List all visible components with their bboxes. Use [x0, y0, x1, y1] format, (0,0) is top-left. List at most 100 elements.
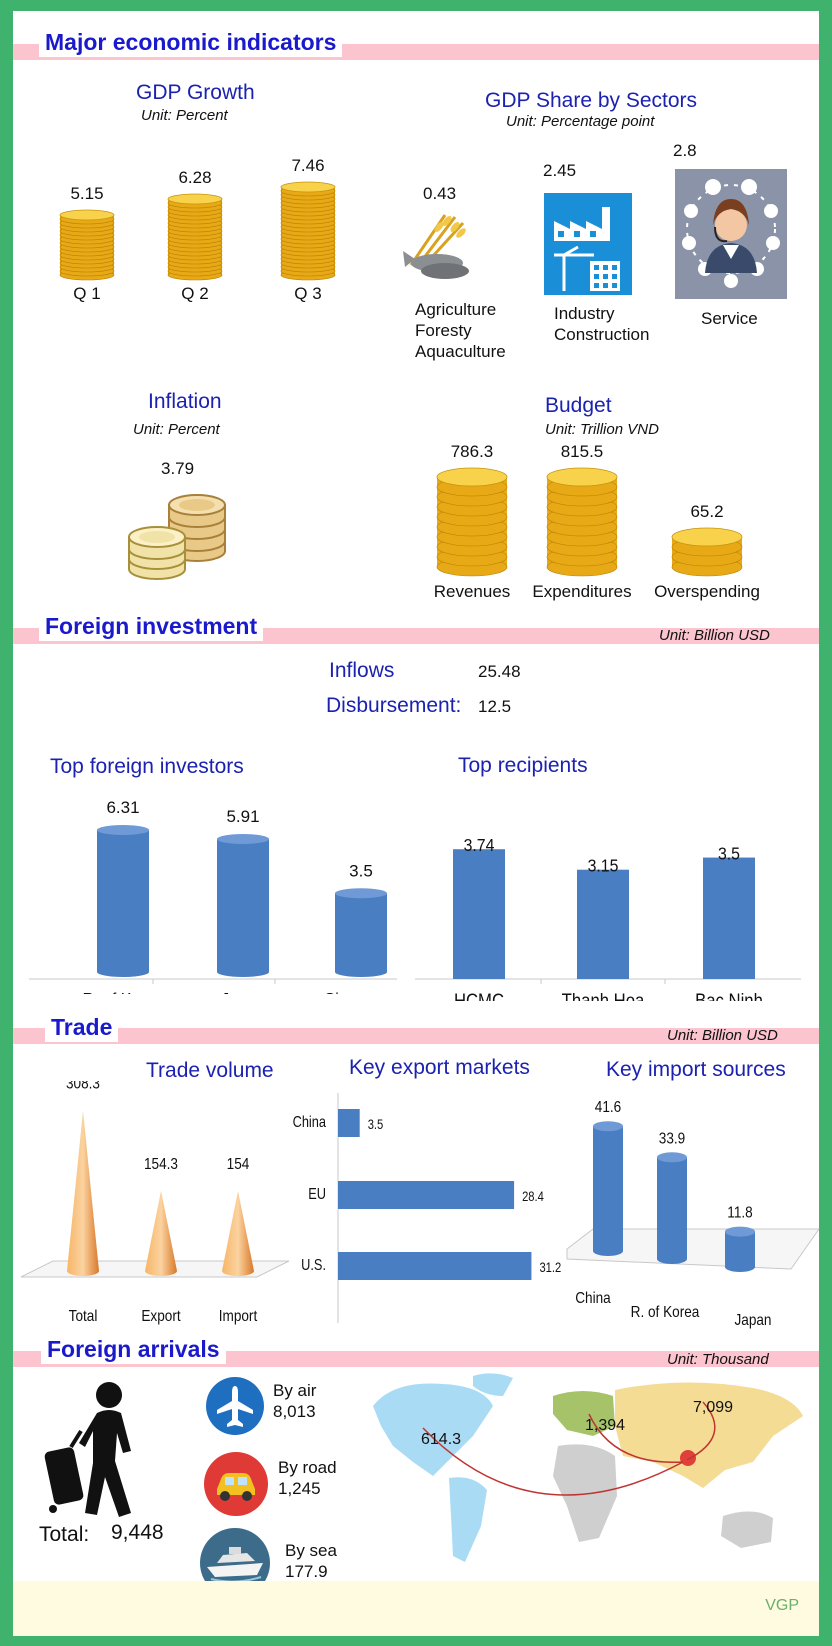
recipient-value-label: 3.5 [718, 844, 740, 864]
mode-label-road: By road [278, 1458, 337, 1477]
mode-label-sea: By sea [285, 1541, 337, 1560]
sector-label-line: Foresty [415, 321, 472, 340]
trade-cone [67, 1110, 99, 1276]
cylinder-body [217, 839, 269, 977]
trade-cone [145, 1190, 177, 1276]
import-sources-chart: 41.6 33.9 11.8 China R. of Korea Japan [566, 1099, 819, 1329]
inflation-value: 3.79 [161, 459, 195, 478]
recipient-value-label: 3.74 [464, 835, 495, 855]
service-operator-icon [675, 169, 787, 299]
arrivals-total-label: Total: [39, 1523, 90, 1546]
map-south-america [449, 1477, 487, 1562]
coin-stack-icon [128, 494, 226, 580]
export-value-label: 31.2 [539, 1260, 561, 1275]
trade-category-label: Total [69, 1308, 98, 1325]
section-band-left [13, 628, 37, 644]
trade-cone [222, 1190, 254, 1276]
import-floor [566, 1228, 819, 1270]
trade-category-label: Import [219, 1308, 258, 1325]
gdp-category-label: Q 3 [294, 284, 321, 303]
sector-label-line: Construction [554, 325, 650, 344]
budget-chart: 786.3 Revenues 815.5 Expenditures 65.2 Oversp… [434, 442, 760, 601]
trade-volume-title: Trade volume [146, 1059, 274, 1082]
gdp-value-label: 6.28 [178, 168, 211, 187]
import-sources-title: Key import sources [606, 1058, 786, 1081]
map-australia [721, 1511, 773, 1548]
recipient-bar [453, 849, 505, 979]
investor-bar [217, 834, 269, 977]
import-bar [725, 1226, 755, 1272]
sector-label-line: Agriculture [415, 300, 497, 319]
investor-bar [97, 825, 149, 977]
route-asia [686, 1401, 716, 1461]
export-category-label: EU [308, 1186, 326, 1204]
import-value-label: 33.9 [659, 1130, 685, 1147]
import-value-label: 41.6 [595, 1099, 621, 1116]
map-value-europe: 1,394 [585, 1417, 625, 1434]
coin-top [59, 209, 115, 221]
map-greenland [473, 1373, 513, 1396]
trade-value-label: 308.3 [66, 1081, 100, 1093]
route-americas [422, 1427, 684, 1496]
budget-title: Budget [545, 394, 612, 417]
recipient-category-label: HCMC [454, 990, 504, 1001]
export-category-label: China [293, 1114, 327, 1132]
map-value-americas: 614.3 [421, 1431, 461, 1448]
inflows-label: Inflows [329, 659, 395, 682]
route-europe [588, 1413, 684, 1464]
coin-top [671, 527, 743, 547]
export-bar [338, 1252, 532, 1280]
mode-value-air: 8,013 [273, 1402, 316, 1421]
gdp-category-label: Q 1 [73, 284, 100, 303]
investor-value-label: 5.91 [226, 807, 259, 826]
sector-value-agriculture: 0.43 [423, 184, 457, 203]
import-bar [657, 1152, 687, 1264]
trade-volume-chart: 308.3 Total 154.3 Export 154 Import [20, 1081, 290, 1325]
budget-value-label: 65.2 [690, 502, 723, 521]
trade-category-label: Export [141, 1308, 181, 1325]
traveler-icon [44, 1382, 131, 1517]
import-category-label: Japan [734, 1312, 771, 1329]
arrivals-unit: Unit: Thousand [667, 1351, 769, 1368]
infographic: Major economic indicators GDP Growth Uni… [13, 11, 819, 1636]
sector-value-industry: 2.45 [543, 161, 577, 180]
export-value-label: 3.5 [368, 1117, 384, 1132]
section-title-economic: Major economic indicators [39, 27, 343, 57]
export-bar [338, 1181, 515, 1209]
sector-value-service: 2.8 [673, 141, 697, 160]
gdp-value-label: 7.46 [291, 156, 324, 175]
section-title-trade: Trade [45, 1012, 119, 1042]
budget-value-label: 786.3 [451, 442, 494, 461]
gdp-growth-unit: Unit: Percent [141, 107, 228, 124]
sector-label-line: Industry [554, 304, 615, 323]
sector-label-agriculture: Agriculture Foresty Aquaculture [415, 299, 506, 362]
cylinder-top [593, 1121, 623, 1132]
gdp-share-title: GDP Share by Sectors [485, 89, 698, 112]
coin-top [436, 467, 508, 487]
import-bar [593, 1121, 623, 1256]
gdp-value-label: 5.15 [70, 184, 103, 203]
recipient-value-label: 3.15 [588, 856, 619, 876]
cylinder-top [725, 1226, 755, 1237]
world-map: 614.3 1,394 7,099 [373, 1373, 803, 1562]
inflation-unit: Unit: Percent [133, 421, 220, 438]
trade-value-label: 154.3 [144, 1156, 178, 1173]
section-band-left [13, 1351, 41, 1367]
cylinder-body [725, 1231, 755, 1272]
disbursement-label: Disbursement: [326, 694, 462, 717]
cylinder-body [657, 1157, 687, 1264]
coin-top [280, 181, 336, 193]
gdp-category-label: Q 2 [181, 284, 208, 303]
inflation-title: Inflation [148, 390, 222, 413]
disbursement-value: 12.5 [478, 697, 512, 716]
arrivals-total-value: 9,448 [111, 1521, 164, 1544]
import-value-label: 11.8 [727, 1205, 752, 1222]
budget-unit: Unit: Trillion VND [545, 421, 659, 438]
coin-top [167, 193, 223, 205]
agriculture-icon [403, 214, 469, 279]
recipient-bar [703, 857, 755, 979]
export-bar [338, 1109, 360, 1137]
budget-coin-stack [546, 467, 618, 577]
cylinder-top [657, 1152, 687, 1163]
top-recipients-chart: 3.74 HCMC 3.15 Thanh Hoa 3.5 Bac Ninh [415, 835, 801, 1001]
